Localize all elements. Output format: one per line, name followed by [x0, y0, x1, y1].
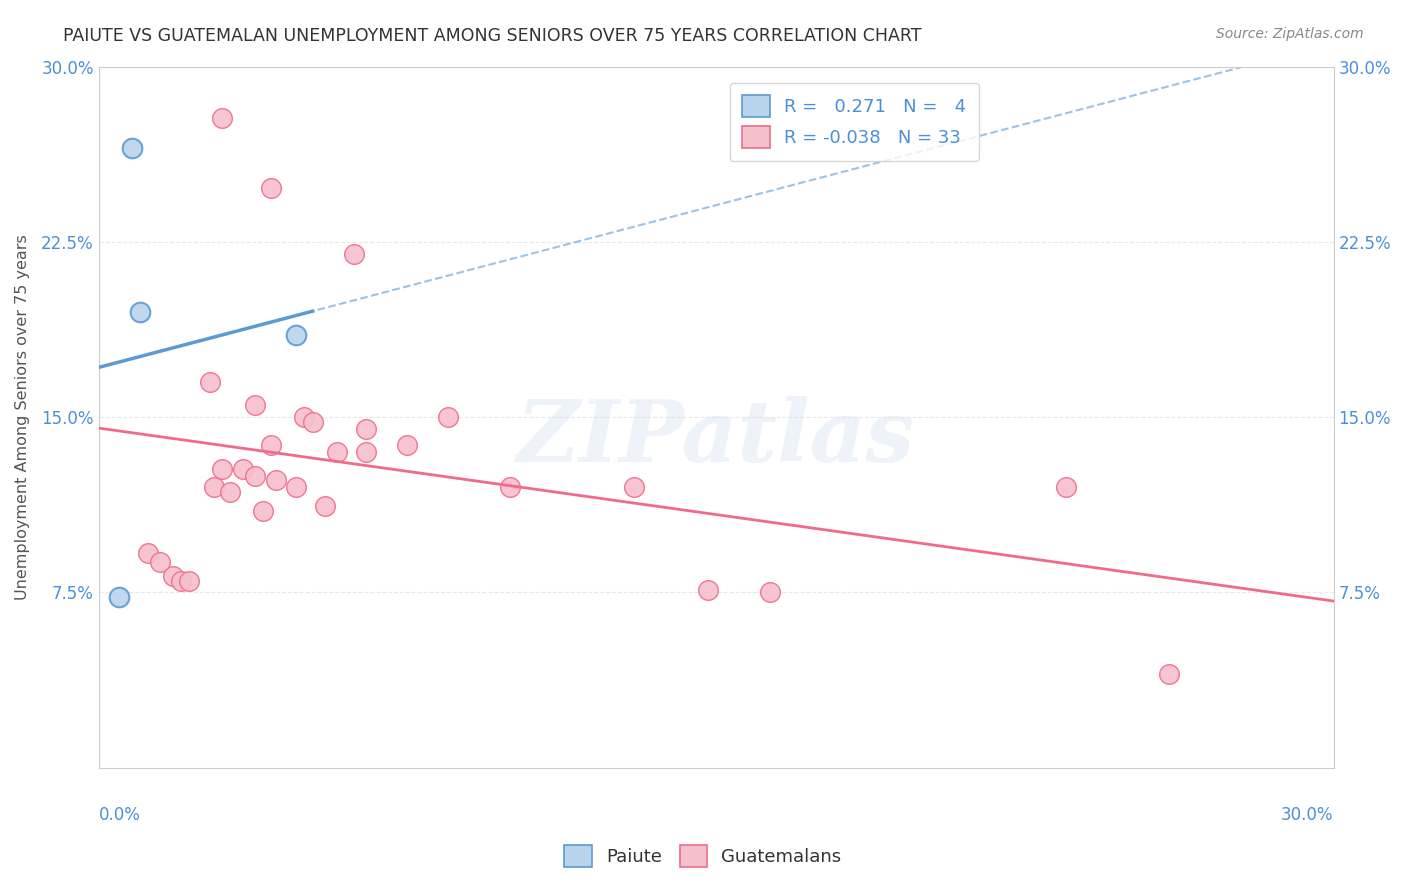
Point: [260, 438, 283, 452]
Legend: R =   0.271   N =   4, R = -0.038   N = 33: R = 0.271 N = 4, R = -0.038 N = 33: [730, 83, 979, 161]
Point: [219, 484, 242, 499]
Point: [1157, 667, 1180, 681]
Point: [294, 410, 316, 425]
Point: [696, 583, 718, 598]
Point: [149, 555, 172, 569]
Text: 0.0%: 0.0%: [98, 806, 141, 824]
Point: [198, 375, 221, 389]
Point: [354, 422, 377, 436]
Point: [170, 574, 193, 588]
Point: [121, 141, 143, 155]
Point: [285, 480, 308, 494]
Point: [285, 328, 308, 343]
Point: [354, 445, 377, 459]
Point: [314, 499, 336, 513]
Point: [128, 305, 150, 319]
Text: PAIUTE VS GUATEMALAN UNEMPLOYMENT AMONG SENIORS OVER 75 YEARS CORRELATION CHART: PAIUTE VS GUATEMALAN UNEMPLOYMENT AMONG …: [63, 27, 922, 45]
Legend: Paiute, Guatemalans: Paiute, Guatemalans: [557, 838, 849, 874]
Point: [396, 438, 419, 452]
Point: [179, 574, 201, 588]
Point: [264, 473, 287, 487]
Point: [211, 111, 233, 125]
Point: [202, 480, 225, 494]
Point: [243, 468, 266, 483]
Point: [343, 246, 366, 260]
Point: [260, 181, 283, 195]
Point: [232, 461, 254, 475]
Text: Source: ZipAtlas.com: Source: ZipAtlas.com: [1216, 27, 1364, 41]
Point: [211, 461, 233, 475]
Point: [243, 399, 266, 413]
Point: [623, 480, 645, 494]
Point: [758, 585, 780, 599]
Point: [437, 410, 460, 425]
Point: [108, 590, 131, 604]
Point: [301, 415, 323, 429]
Text: ZIPatlas: ZIPatlas: [517, 396, 915, 480]
Text: 30.0%: 30.0%: [1281, 806, 1333, 824]
Y-axis label: Unemployment Among Seniors over 75 years: Unemployment Among Seniors over 75 years: [15, 235, 30, 600]
Point: [252, 503, 274, 517]
Point: [499, 480, 522, 494]
Point: [1054, 480, 1077, 494]
Point: [326, 445, 349, 459]
Point: [136, 546, 159, 560]
Point: [162, 569, 184, 583]
